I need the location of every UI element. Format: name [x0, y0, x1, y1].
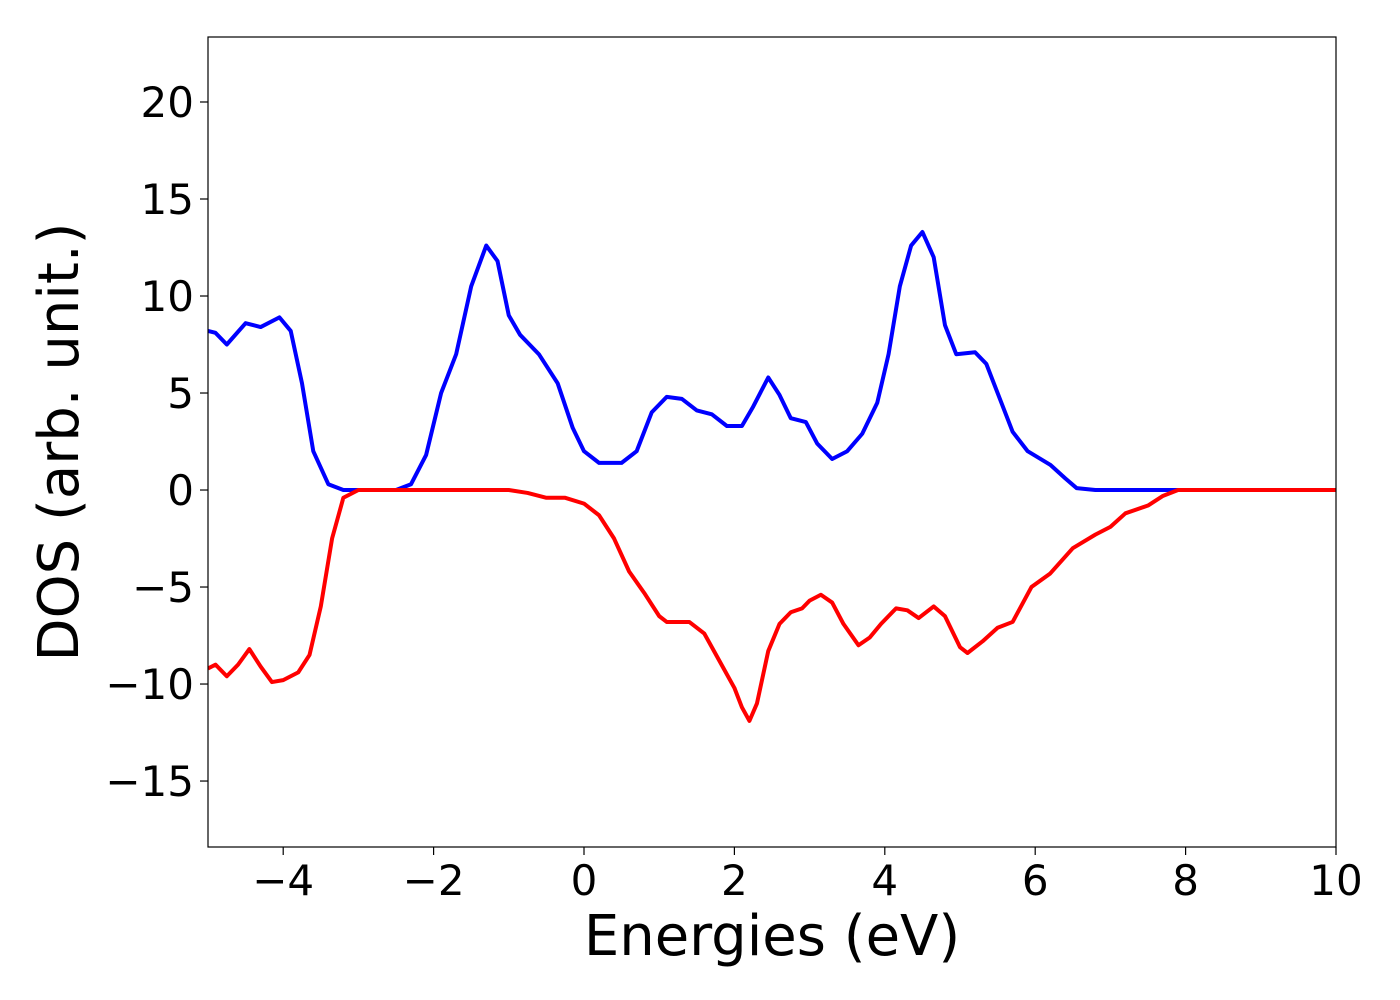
- y-tick-label: −5: [132, 563, 194, 612]
- y-tick-label: 0: [167, 466, 194, 515]
- y-tick-label: 10: [141, 272, 194, 321]
- y-tick-label: −15: [105, 757, 194, 806]
- y-tick-label: 20: [141, 78, 194, 127]
- plot-area: [208, 229, 1336, 723]
- x-tick-label: −4: [252, 856, 314, 905]
- x-tick-label: 10: [1309, 856, 1362, 905]
- x-tick-label: 0: [571, 856, 598, 905]
- data-line: [208, 488, 1336, 723]
- y-tick-label: −10: [105, 660, 194, 709]
- x-tick-label: 6: [1022, 856, 1049, 905]
- x-axis-label: Energies (eV): [584, 904, 960, 969]
- x-tick-label: 8: [1172, 856, 1199, 905]
- data-line: [208, 229, 1336, 493]
- plot-frame: [207, 36, 1337, 848]
- y-tick-label: 15: [141, 175, 194, 224]
- y-axis-label: DOS (arb. unit.): [27, 222, 92, 661]
- x-tick-label: 4: [871, 856, 898, 905]
- y-tick-label: 5: [167, 369, 194, 418]
- x-tick-label: 2: [721, 856, 748, 905]
- x-tick-label: −2: [403, 856, 465, 905]
